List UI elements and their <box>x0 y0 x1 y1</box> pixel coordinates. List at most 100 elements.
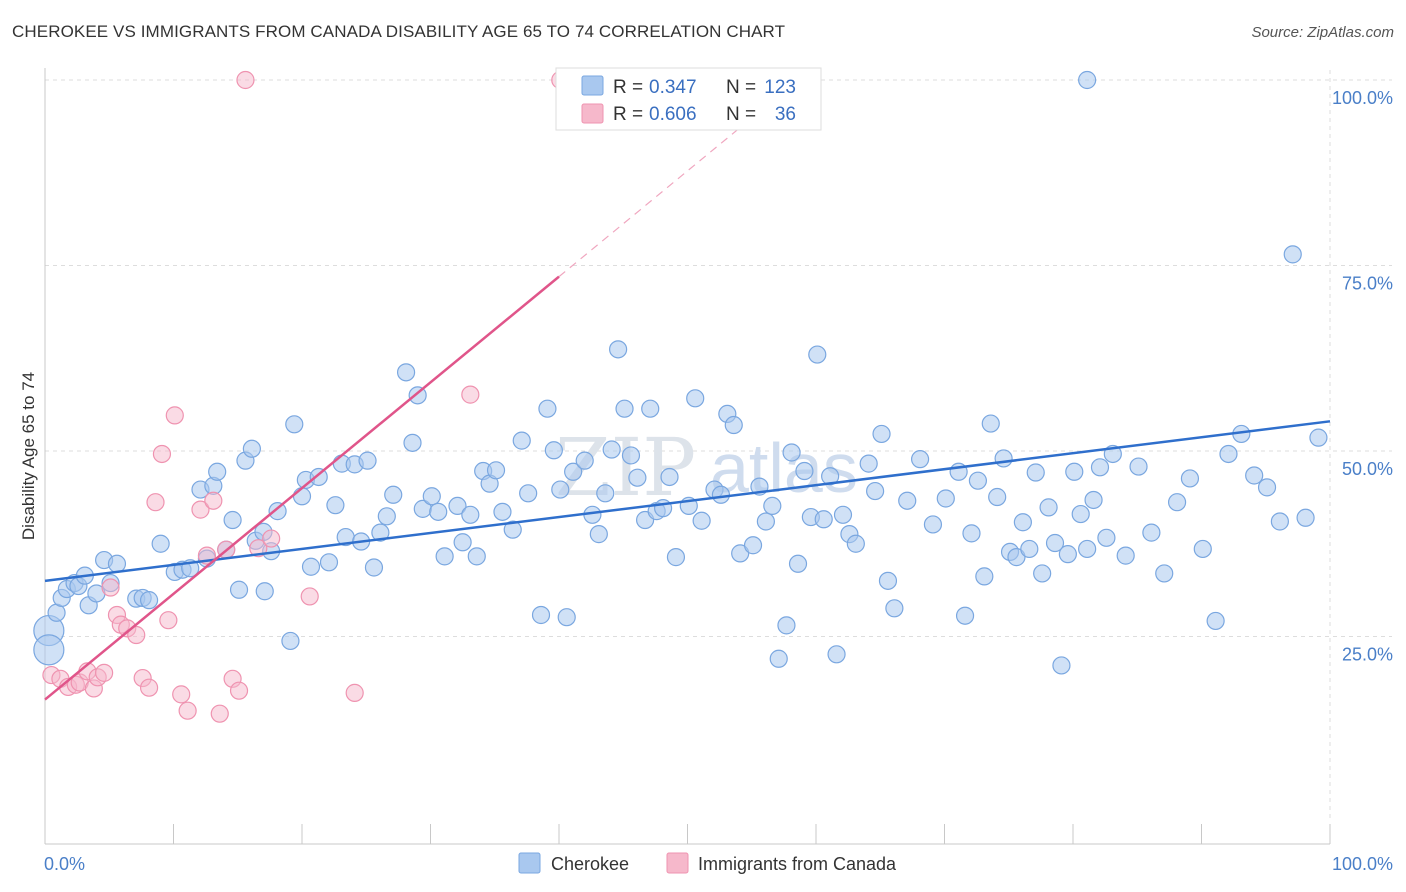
canada-point <box>300 587 319 606</box>
canada-point <box>191 500 210 519</box>
cherokee-point <box>596 484 615 503</box>
canada-point <box>101 578 120 597</box>
canada-point <box>95 663 114 682</box>
legend-n-value-1: 123 <box>764 77 796 98</box>
canada-point <box>178 701 197 720</box>
cherokee-point <box>808 345 827 364</box>
cherokee-point <box>364 558 384 577</box>
tick-labels: 25.0% 50.0% 75.0% 100.0% 0.0% 100.0% <box>44 88 1393 874</box>
cherokee-point <box>1193 539 1212 559</box>
cherokee-point <box>859 454 878 473</box>
cherokee-point <box>403 433 422 452</box>
cherokee-point <box>301 557 321 576</box>
cherokee-point <box>229 580 249 599</box>
cherokee-point <box>962 524 981 543</box>
canada-point <box>172 685 191 704</box>
cherokee-point <box>139 591 159 610</box>
cherokee-point <box>319 553 339 572</box>
cherokee-point <box>795 461 814 481</box>
cherokee-point <box>531 605 551 625</box>
cherokee-point <box>467 547 486 566</box>
canada-point <box>152 444 172 464</box>
cherokee-point <box>309 467 328 487</box>
cherokee-point <box>981 414 1000 433</box>
bottom-legend-swatch-cherokee <box>518 852 541 874</box>
cherokee-point <box>827 645 846 664</box>
cherokee-point <box>377 507 396 526</box>
cherokee-point <box>396 363 416 382</box>
cherokee-point <box>435 547 454 566</box>
cherokee-point <box>1245 466 1264 485</box>
cherokee-point <box>1026 463 1045 482</box>
cherokee-point <box>846 534 865 553</box>
legend-swatch-canada <box>581 103 604 124</box>
cherokee-point <box>660 467 679 487</box>
cherokee-point <box>1129 457 1148 476</box>
canada-point <box>345 683 364 702</box>
cherokee-point <box>910 450 930 469</box>
cherokee-point <box>358 451 377 470</box>
cherokee-point <box>223 510 242 530</box>
legend-box: R = 0.347 N = 123 R = 0.606 N = 36 <box>555 67 822 131</box>
cherokee-point <box>955 606 975 625</box>
cherokee-point <box>503 520 522 539</box>
cherokee-point <box>512 431 531 450</box>
cherokee-point <box>486 461 506 480</box>
cherokee-point <box>1270 512 1289 531</box>
cherokee-point <box>1020 539 1039 559</box>
cherokee-point <box>756 512 775 531</box>
cherokee-point <box>371 523 390 542</box>
cherokee-point <box>1206 611 1225 631</box>
bottom-legend-label-cherokee: Cherokee <box>551 854 629 874</box>
canada-point <box>461 385 480 404</box>
cherokee-point <box>615 399 634 418</box>
chart-title: CHEROKEE VS IMMIGRANTS FROM CANADA DISAB… <box>12 22 786 41</box>
cherokee-point <box>1045 533 1065 553</box>
legend-r-label-2: R = <box>613 104 643 125</box>
y-tick-label: 50.0% <box>1342 459 1393 479</box>
canada-point <box>249 539 268 558</box>
cherokee-point <box>1219 444 1238 464</box>
legend-r-label-1: R = <box>613 77 643 98</box>
canada-trend-extension <box>558 106 765 278</box>
cherokee-point <box>1065 462 1084 481</box>
cherokee-point <box>429 502 448 521</box>
cherokee-point <box>782 443 801 462</box>
legend-r-value-1: 0.347 <box>649 77 697 98</box>
cherokee-point <box>686 389 705 408</box>
cherokee-point <box>628 468 647 487</box>
cherokee-trend-line <box>44 420 1331 583</box>
cherokee-point <box>453 533 472 552</box>
legend-n-label-2: N = <box>726 104 756 125</box>
cherokee-point <box>1078 70 1097 90</box>
cherokee-point <box>1033 564 1052 583</box>
y-axis-title: Disability Age 65 to 74 <box>19 372 38 540</box>
cherokee-point <box>1167 493 1187 512</box>
cherokee-point <box>1090 458 1110 477</box>
cherokee-point <box>242 439 261 458</box>
cherokee-point <box>743 536 763 555</box>
cherokee-point <box>1039 498 1058 517</box>
cherokee-point <box>666 548 686 567</box>
cherokee-point <box>923 515 943 534</box>
cherokee-point <box>724 415 743 435</box>
cherokee-point <box>1116 546 1135 565</box>
axes <box>44 68 1331 845</box>
cherokee-point <box>1097 528 1116 547</box>
cherokee-point <box>551 480 570 499</box>
legend-r-value-2: 0.606 <box>649 104 697 125</box>
cherokee-point <box>878 571 898 590</box>
cherokee-point <box>936 489 955 508</box>
cherokee-point <box>872 424 891 444</box>
cherokee-point <box>1155 564 1174 583</box>
cherokee-point <box>281 631 300 651</box>
cherokee-point <box>609 340 628 359</box>
x-tick-label-left: 0.0% <box>44 854 85 874</box>
cherokee-point <box>255 582 274 601</box>
cherokee-point <box>1007 548 1026 567</box>
cherokee-point <box>866 481 885 501</box>
cherokee-point <box>788 554 808 573</box>
cherokee-point <box>641 399 660 418</box>
cherokee-point <box>564 462 583 481</box>
